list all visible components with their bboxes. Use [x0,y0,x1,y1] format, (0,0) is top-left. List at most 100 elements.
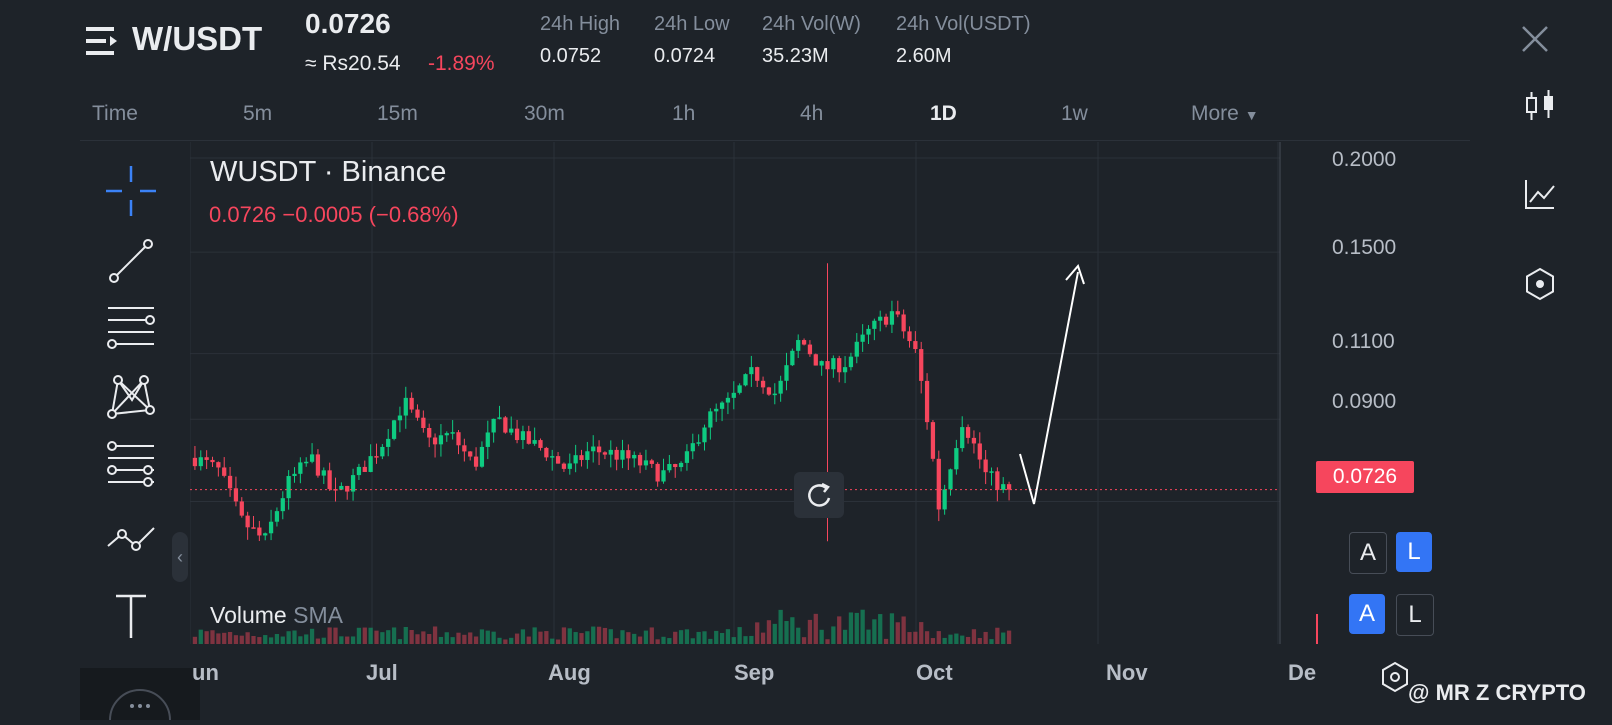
pair-title[interactable]: W/USDT [132,20,263,57]
stat-label-vol-usdt: 24h Vol(USDT) [896,13,1031,35]
drawn-arrow-head [1065,264,1085,285]
candle-body [268,521,274,534]
horizontal-lines-icon[interactable] [104,302,158,356]
candle-body [204,457,209,460]
candle-body [485,432,490,447]
text-tool-icon[interactable] [104,590,158,644]
settings-hex-icon[interactable] [1522,266,1558,302]
last-price: 0.0726 [305,8,391,39]
trend-line-icon[interactable] [104,234,158,288]
candle-body [555,456,561,464]
tab-30m[interactable]: 30m [524,102,565,125]
candle-body [995,471,1000,490]
volume-bar [591,626,596,644]
candle-body [239,501,244,516]
candle-body [538,440,543,448]
volume-bar [678,630,684,644]
volume-bar [415,634,420,644]
tab-time[interactable]: Time [92,102,138,125]
candle-body [755,367,760,381]
volume-bar [842,629,848,644]
candle-body [614,449,619,460]
volume-bar [942,637,947,644]
indicators-icon[interactable] [1522,176,1558,212]
candle-body [866,328,871,335]
volume-bar [948,634,953,644]
candle-body [251,527,256,529]
volume-title: Volume [210,602,287,628]
candle-body [473,456,479,467]
volume-bar [280,636,285,644]
volume-bar [491,631,496,644]
crosshair-icon[interactable] [104,164,158,218]
tab-1w[interactable]: 1w [1061,102,1088,125]
candle-body [989,471,994,473]
candlestick-icon[interactable] [1522,88,1558,124]
auto-scale-toggle[interactable]: A [1349,532,1387,574]
candle-body [965,427,971,438]
volume-bar [198,629,203,644]
candle-body [907,331,912,342]
volume-bar [620,630,625,644]
pattern-icon[interactable] [104,370,158,424]
candle-body [678,462,684,468]
candle-body [878,316,883,321]
stat-label-vol-w: 24h Vol(W) [762,13,861,35]
volume-bar [438,636,444,644]
volume-bar [995,627,1000,644]
tab-4h[interactable]: 4h [800,102,824,125]
volume-bar [538,631,543,644]
volume-bar [983,631,988,644]
candle-body [339,485,344,490]
collapse-toolbar-button[interactable]: ‹ [172,532,188,582]
log-scale-toggle[interactable]: L [1396,532,1432,572]
candle-body [602,452,608,455]
close-icon[interactable] [1520,24,1550,54]
candle-body [579,455,584,460]
tab-1h[interactable]: 1h [672,102,696,125]
volume-bar [1001,632,1006,644]
volume-bar [831,626,836,644]
candle-body [257,527,262,536]
reset-chart-button[interactable] [794,472,844,518]
volume-bar [977,638,982,644]
tab-15m[interactable]: 15m [377,102,418,125]
path-icon[interactable] [104,512,158,566]
volume-bar [309,628,315,644]
candle-body [222,467,227,476]
volume-bar [345,636,350,644]
candle-body [860,334,865,342]
fib-retracement-icon[interactable] [104,440,158,494]
volume-bar [907,632,912,644]
price-chart[interactable] [190,142,1320,644]
volume-bar [567,628,572,644]
candle-body [714,408,719,412]
candle-body [520,431,526,441]
tab-5m[interactable]: 5m [243,102,273,125]
volume-bar [397,639,403,644]
volume-bar [837,616,842,644]
toolbar-more-area[interactable] [80,668,200,721]
volume-bar [532,627,537,644]
volume-bar [544,631,549,644]
volume-auto-toggle[interactable]: A [1349,594,1385,634]
tab-1d[interactable]: 1D [930,102,957,125]
candle-body [778,380,783,394]
candle-body [315,454,321,476]
tab-more[interactable]: More ▼ [1191,102,1259,126]
candle-body [456,432,461,446]
candle-body [883,316,889,325]
stat-value-high: 0.0752 [540,45,602,67]
candle-body [427,427,432,438]
volume-bar [509,637,514,644]
volume-bar [661,636,666,644]
menu-icon[interactable] [86,24,120,58]
volume-bar [731,637,736,644]
volume-bar [766,620,772,644]
volume-bar [690,638,695,644]
volume-bar [643,630,649,644]
candle-body [743,374,748,386]
volume-bar [555,639,561,644]
volume-bar [883,638,889,644]
volume-log-toggle[interactable]: L [1396,594,1434,636]
